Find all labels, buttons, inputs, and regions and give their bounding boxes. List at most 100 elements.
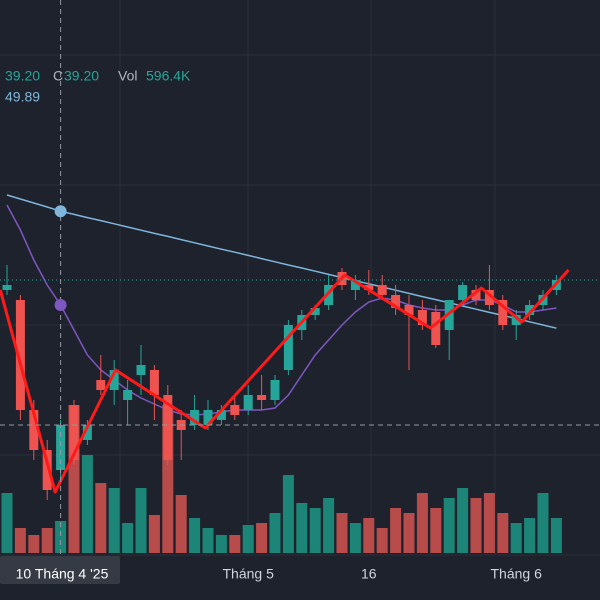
volume-bar [14,528,26,553]
volume-bar [323,498,335,553]
line-layer [6,194,557,416]
candle-body [391,295,401,308]
volume-bar [483,493,495,553]
legend-volume: 596.4K [146,68,191,84]
volume-bar [148,515,160,553]
volume-bar [162,405,174,553]
candle-body [364,285,374,290]
volume-bar [309,508,321,553]
volume-bar [416,493,428,553]
candle-body [458,285,468,300]
volume-bar [457,488,469,553]
volume-bar [510,523,522,553]
volume-bar [95,483,107,553]
crosshair-date-label: 10 Tháng 4 '25 [16,566,109,582]
candle-body [324,285,334,305]
candle-body [149,370,159,395]
volume-bar [269,513,281,553]
volume-bar [108,488,120,553]
candle-body [15,300,25,410]
legend-close-label: C [53,68,63,84]
volume-bar [497,513,509,553]
volume-bar [1,493,13,553]
volume-bar [430,508,442,553]
candle-body [69,405,79,460]
volume-bar [403,513,415,553]
candle-body [82,425,92,440]
volume-layer [1,405,562,553]
candle-body [216,410,226,420]
candle-body [230,405,240,415]
candle-body [471,290,481,300]
legend-close: 39.20 [64,68,99,84]
legend-volume-label: Vol [118,68,137,84]
candle-body [417,310,427,325]
candle-body [96,380,106,390]
candle-body [484,290,494,305]
volume-bar [256,523,268,553]
x-tick-label: Tháng 5 [223,566,275,582]
volume-bar [336,513,348,553]
volume-bar [55,520,67,553]
moving-average-line [6,194,557,329]
candle-body [431,312,441,345]
x-axis: 10 Tháng 4 '25 Tháng 5 16 Tháng 6 [0,556,542,584]
candle-body [310,308,320,315]
moving-average-line [6,204,557,416]
crosshair-label-box [0,556,120,584]
x-tick-label: 16 [361,566,377,582]
candle-body [350,280,360,290]
overlay-layer [0,0,600,555]
candle-body [404,305,414,315]
volume-bar [349,523,361,553]
candle-body [29,410,39,450]
candle-body [2,285,12,290]
legend: 39.20 C 39.20 Vol 596.4K 49.89 [5,68,191,105]
volume-bar [390,508,402,553]
volume-bar [135,488,147,553]
volume-bar [524,518,536,553]
volume-bar [189,518,201,553]
candle-body [56,425,66,470]
volume-bar [282,475,294,553]
candle-body [243,395,253,410]
volume-bar [81,455,93,553]
candle-body [377,285,387,295]
crosshair-dot [54,205,67,218]
candle-body [136,365,146,375]
x-tick-label: Tháng 6 [491,566,543,582]
candle-body [190,410,200,425]
candle-body [525,305,535,315]
candle-body [42,450,52,490]
candle-body [203,410,213,425]
volume-bar [68,405,80,553]
volume-bar [242,525,254,553]
volume-bar [296,503,308,553]
volume-bar [550,518,562,553]
volume-bar [363,518,375,553]
volume-bar [537,493,549,553]
candle-body [123,390,133,400]
candle-body [283,325,293,370]
legend-ma: 49.89 [5,89,40,105]
volume-bar [202,528,214,553]
volume-bar [215,535,227,553]
candle-body [109,370,119,390]
volume-bar [376,528,388,553]
candle-body [270,380,280,400]
candle-body [498,300,508,325]
legend-high: 39.20 [5,68,40,84]
volume-bar [229,535,241,553]
volume-bar [41,528,53,553]
volume-bar [28,535,40,553]
volume-bar [175,495,187,553]
volume-bar [470,498,482,553]
candle-body [257,395,267,400]
zigzag-drawing [0,268,570,494]
volume-bar [122,523,134,553]
candle-body [163,395,173,460]
crosshair-dot [54,299,67,311]
candle-body [511,315,521,325]
volume-bar [443,498,455,553]
